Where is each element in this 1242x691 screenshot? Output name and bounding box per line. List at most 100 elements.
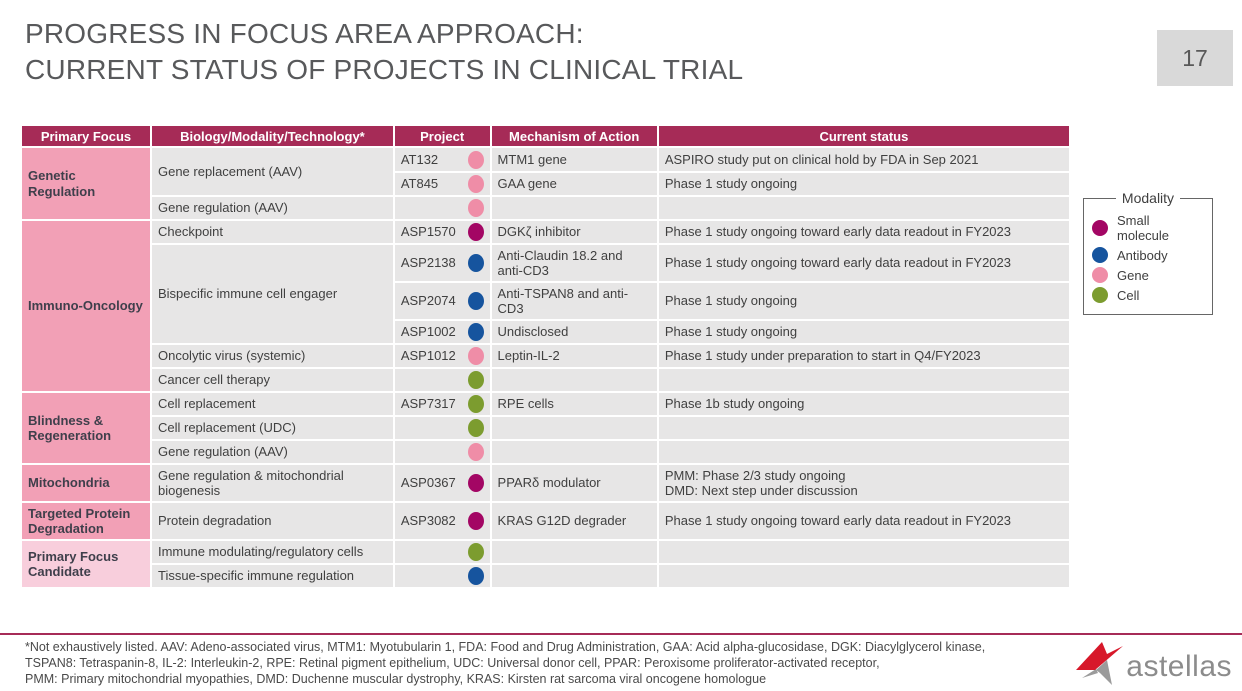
biology-modality-cell: Checkpoint <box>151 221 393 243</box>
cell-dot-icon <box>1092 287 1108 303</box>
project-code: ASP7317 <box>400 396 456 412</box>
project-code: AT845 <box>400 176 439 192</box>
mechanism-of-action-cell <box>491 541 657 563</box>
mechanism-of-action-cell: Anti-Claudin 18.2 and anti-CD3 <box>491 245 657 281</box>
project-cell: ASP2138 <box>394 245 490 281</box>
legend-item-label: Antibody <box>1117 247 1168 263</box>
projects-table-body: Genetic Regulation Gene replacement (AAV)… <box>22 148 1069 587</box>
project-code: ASP1002 <box>400 324 456 340</box>
current-status-cell: Phase 1 study ongoing <box>658 283 1069 319</box>
mechanism-of-action-cell: PPARδ modulator <box>491 465 657 501</box>
table-row: ASP2074 Anti-TSPAN8 and anti-CD3 Phase 1 s… <box>22 283 1069 319</box>
mechanism-of-action-cell <box>491 565 657 587</box>
biology-modality-cell: Immune modulating/regulatory cells <box>151 541 393 563</box>
current-status-cell <box>658 369 1069 391</box>
mechanism-of-action-cell: GAA gene <box>491 173 657 195</box>
biology-modality-cell: Gene regulation (AAV) <box>151 441 393 463</box>
project-code: AT132 <box>400 151 439 167</box>
modality-small-molecule-dot-icon <box>467 223 484 241</box>
column-header-biology-modality-technology: Biology/Modality/Technology* <box>151 126 393 146</box>
biology-modality-cell: Gene regulation & mitochondrial biogenes… <box>151 465 393 501</box>
legend-item-label: Cell <box>1117 287 1140 303</box>
current-status-cell: Phase 1b study ongoing <box>658 393 1069 415</box>
project-cell: ASP7317 <box>394 393 490 415</box>
current-status-cell: ASPIRO study put on clinical hold by FDA… <box>658 148 1069 171</box>
project-code: ASP3082 <box>400 513 456 529</box>
legend-item-label: Gene <box>1117 267 1149 283</box>
slide-title-line1: PROGRESS IN FOCUS AREA APPROACH: <box>25 18 584 49</box>
table-row: Bispecific immune cell engager ASP2138 Ant… <box>22 245 1069 343</box>
modality-small-molecule-dot-icon <box>467 474 484 492</box>
legend-item-cell: Cell <box>1092 287 1204 303</box>
biology-modality-cell: Protein degradation <box>151 503 393 539</box>
table-row: ASP1002 Undisclosed Phase 1 study ongoing <box>22 321 1069 343</box>
project-cell <box>394 369 490 391</box>
footnotes: *Not exhaustively listed. AAV: Adeno-ass… <box>25 640 1085 687</box>
project-cell: ASP1012 <box>394 345 490 367</box>
legend-item-antibody: Antibody <box>1092 247 1204 263</box>
antibody-dot-icon <box>1092 247 1108 263</box>
project-cell: ASP1002 <box>394 321 490 343</box>
project-cell: AT132 <box>394 148 490 171</box>
biology-modality-cell: Oncolytic virus (systemic) <box>151 345 393 367</box>
current-status-cell <box>658 417 1069 439</box>
mechanism-of-action-cell <box>491 417 657 439</box>
current-status-cell <box>658 441 1069 463</box>
modality-antibody-dot-icon <box>467 567 484 585</box>
footnote-line: PMM: Primary mitochondrial myopathies, D… <box>25 671 767 686</box>
astellas-logo: astellas <box>1074 640 1232 686</box>
table-row: Blindness & Regeneration Cell replacement… <box>22 393 1069 463</box>
column-header-project: Project <box>394 126 490 146</box>
project-code: ASP2074 <box>400 293 456 309</box>
mechanism-of-action-cell: MTM1 gene <box>491 148 657 171</box>
modality-cell-dot-icon <box>467 371 484 389</box>
modality-cell-dot-icon <box>467 419 484 437</box>
modality-small-molecule-dot-icon <box>467 512 484 530</box>
legend-title: Modality <box>1121 190 1175 206</box>
primary-focus-cell: Primary Focus Candidate <box>22 541 150 587</box>
table-row: Gene regulation (AAV) <box>22 441 1069 463</box>
column-header-current-status: Current status <box>658 126 1069 146</box>
legend-item-label: Small molecule <box>1117 213 1170 243</box>
current-status-cell: Phase 1 study ongoing <box>658 173 1069 195</box>
project-cell: AT845 <box>394 173 490 195</box>
current-status-cell: PMM: Phase 2/3 study ongoing DMD: Next s… <box>658 465 1069 501</box>
project-cell: ASP2074 <box>394 283 490 319</box>
mechanism-of-action-cell: KRAS G12D degrader <box>491 503 657 539</box>
current-status-cell: Phase 1 study under preparation to start… <box>658 345 1069 367</box>
project-cell <box>394 441 490 463</box>
table-row: Cancer cell therapy <box>22 369 1069 391</box>
table-row: Mitochondria Gene regulation & mitochondr… <box>22 465 1069 501</box>
project-code: ASP1012 <box>400 348 456 364</box>
modality-legend: Modality Small molecule Antibody Gene Ce… <box>1083 190 1213 315</box>
modality-antibody-dot-icon <box>467 292 484 310</box>
modality-antibody-dot-icon <box>467 254 484 272</box>
mechanism-of-action-cell <box>491 441 657 463</box>
mechanism-of-action-cell: RPE cells <box>491 393 657 415</box>
current-status-cell: Phase 1 study ongoing toward early data … <box>658 245 1069 281</box>
project-cell: ASP1570 <box>394 221 490 243</box>
modality-cell-dot-icon <box>467 395 484 413</box>
table-row: Oncolytic virus (systemic) ASP1012 Leptin-… <box>22 345 1069 367</box>
table-row: Cell replacement (UDC) <box>22 417 1069 439</box>
slide-title-line2: CURRENT STATUS OF PROJECTS IN CLINICAL T… <box>25 53 744 85</box>
modality-gene-dot-icon <box>467 347 484 365</box>
footer-divider-line <box>0 633 1242 635</box>
mechanism-of-action-cell <box>491 197 657 219</box>
current-status-cell <box>658 197 1069 219</box>
gene-dot-icon <box>1092 267 1108 283</box>
mechanism-of-action-cell: Undisclosed <box>491 321 657 343</box>
column-header-mechanism-of-action: Mechanism of Action <box>491 126 657 146</box>
mechanism-of-action-cell: Anti-TSPAN8 and anti-CD3 <box>491 283 657 319</box>
current-status-cell <box>658 541 1069 563</box>
modality-gene-dot-icon <box>467 443 484 461</box>
mechanism-of-action-cell: DGKζ inhibitor <box>491 221 657 243</box>
column-header-primary-focus: Primary Focus <box>22 126 150 146</box>
table-row: Gene regulation (AAV) <box>22 197 1069 219</box>
current-status-cell <box>658 565 1069 587</box>
current-status-cell: Phase 1 study ongoing toward early data … <box>658 503 1069 539</box>
modality-cell-dot-icon <box>467 543 484 561</box>
biology-modality-cell: Cell replacement <box>151 393 393 415</box>
modality-gene-dot-icon <box>467 199 484 217</box>
biology-modality-cell: Cancer cell therapy <box>151 369 393 391</box>
